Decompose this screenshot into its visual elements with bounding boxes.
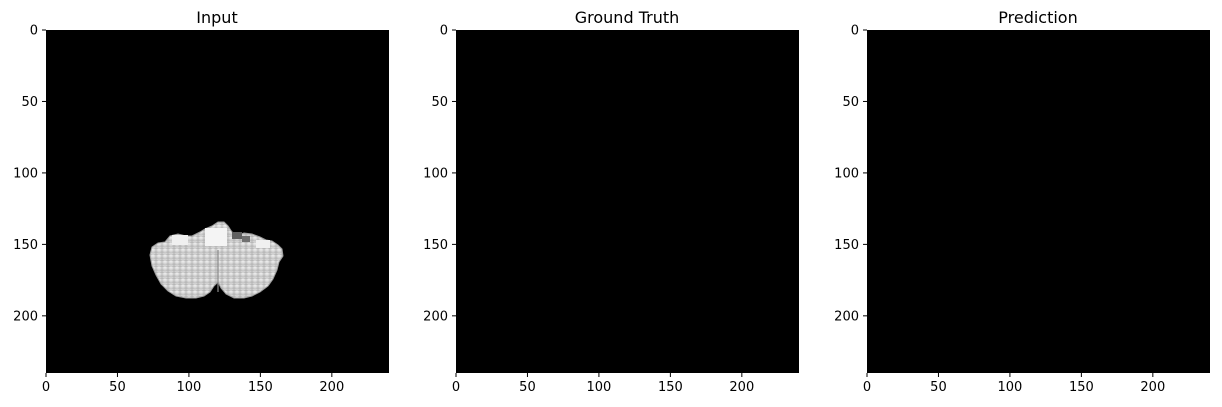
brain-bright-patch (172, 235, 188, 245)
x-axis: 0 50 100 150 200 (452, 373, 754, 395)
x-tick-label: 200 (319, 380, 344, 395)
panel-ground-truth: Ground Truth 0 50 100 150 200 0 50 100 150 200 (423, 8, 799, 395)
x-tick-label: 200 (729, 380, 754, 395)
x-tick-label: 150 (658, 380, 683, 395)
x-axis: 0 50 100 150 200 (42, 373, 344, 395)
y-tick-label: 50 (21, 95, 38, 110)
chart-title: Input (196, 8, 237, 27)
y-axis: 0 50 100 150 200 (834, 24, 867, 324)
y-tick-label: 0 (851, 24, 859, 39)
y-tick-label: 50 (431, 95, 448, 110)
y-axis: 0 50 100 150 200 (13, 24, 46, 324)
y-tick-label: 200 (13, 309, 38, 324)
x-tick-label: 0 (863, 380, 871, 395)
x-tick-label: 50 (930, 380, 947, 395)
y-tick-label: 50 (842, 95, 859, 110)
x-tick-label: 50 (519, 380, 536, 395)
image-area (456, 30, 799, 373)
image-area (46, 30, 389, 373)
image-area (867, 30, 1210, 373)
y-tick-label: 0 (30, 24, 38, 39)
y-tick-label: 100 (834, 166, 859, 181)
x-tick-label: 50 (109, 380, 126, 395)
y-tick-label: 200 (834, 309, 859, 324)
panel-input: Input 0 50 100 150 200 0 50 100 150 200 (13, 8, 389, 395)
y-tick-label: 100 (13, 166, 38, 181)
x-tick-label: 200 (1140, 380, 1165, 395)
brain-bright-patch (205, 228, 227, 246)
y-tick-label: 0 (440, 24, 448, 39)
y-tick-label: 200 (423, 309, 448, 324)
x-tick-label: 100 (998, 380, 1023, 395)
panel-prediction: Prediction 0 50 100 150 200 0 50 100 150 200 (834, 8, 1210, 395)
y-tick-label: 150 (423, 238, 448, 253)
x-tick-label: 100 (177, 380, 202, 395)
y-tick-label: 150 (13, 238, 38, 253)
x-axis: 0 50 100 150 200 (863, 373, 1165, 395)
x-tick-label: 100 (587, 380, 612, 395)
y-axis: 0 50 100 150 200 (423, 24, 456, 324)
brain-bright-patch (256, 240, 270, 248)
x-tick-label: 0 (42, 380, 50, 395)
y-tick-label: 100 (423, 166, 448, 181)
brain-dark-patch (232, 232, 242, 239)
chart-title: Ground Truth (575, 8, 680, 27)
brain-region (149, 221, 284, 299)
x-tick-label: 150 (248, 380, 273, 395)
chart-title: Prediction (998, 8, 1077, 27)
x-tick-label: 150 (1069, 380, 1094, 395)
x-tick-label: 0 (452, 380, 460, 395)
brain-dark-patch (242, 236, 250, 242)
y-tick-label: 150 (834, 238, 859, 253)
